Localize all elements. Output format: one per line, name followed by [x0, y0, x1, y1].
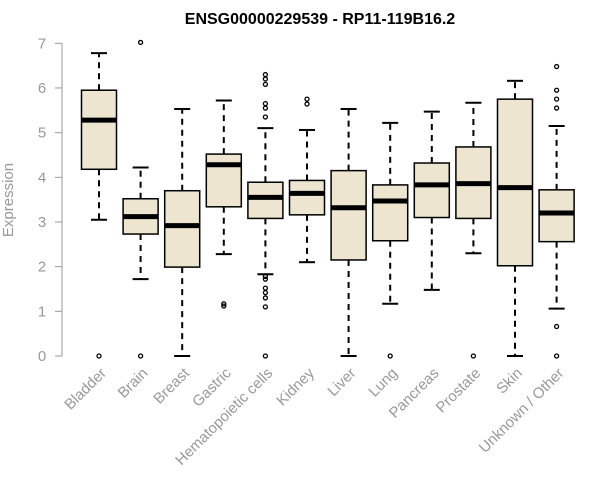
box-iqr: [538, 189, 575, 243]
outlier-point: [553, 323, 560, 330]
outlier-point: [262, 71, 269, 78]
outlier-point: [262, 114, 269, 120]
y-tick-label: 6: [38, 80, 46, 97]
outlier-point: [262, 276, 269, 282]
box-gastric: [205, 99, 243, 309]
outlier-point: [553, 96, 560, 102]
outlier-point: [304, 101, 310, 107]
box-iqr: [288, 179, 326, 216]
box-iqr: [247, 181, 284, 220]
x-tick-label: Breast: [150, 364, 193, 407]
box-unknown-other: [538, 63, 575, 359]
box-lung: [371, 121, 409, 359]
box-iqr: [205, 153, 243, 208]
outlier-point: [470, 353, 477, 359]
x-tick-label: Lung: [365, 365, 401, 401]
x-tick-label: Prostate: [433, 365, 485, 417]
chart-title: ENSG00000229539 - RP11-119B16.2: [185, 11, 456, 28]
outlier-point: [96, 353, 102, 359]
y-tick-label: 3: [38, 214, 46, 231]
outlier-point: [387, 353, 393, 359]
box-pancreas: [413, 110, 451, 291]
box-iqr: [413, 162, 451, 219]
box-iqr: [496, 98, 534, 267]
outlier-point: [553, 63, 560, 70]
box-iqr: [80, 89, 118, 171]
box-liver: [330, 107, 367, 357]
boxes-group: [80, 39, 575, 359]
box-prostate: [455, 101, 492, 359]
outlier-point: [137, 353, 144, 359]
box-bladder: [80, 52, 118, 359]
outlier-point: [262, 81, 269, 88]
y-tick-label: 2: [38, 259, 46, 276]
outlier-point: [262, 76, 269, 82]
outlier-point: [262, 295, 269, 301]
box-breast: [163, 107, 201, 357]
outlier-point: [221, 303, 227, 309]
outlier-point: [262, 304, 269, 310]
outlier-point: [262, 273, 269, 280]
outlier-point: [137, 39, 144, 46]
outlier-point: [553, 353, 560, 359]
y-tick-label: 7: [38, 35, 46, 52]
y-tick-label: 4: [38, 169, 46, 186]
x-tick-label: Skin: [493, 365, 526, 398]
box-iqr: [371, 184, 409, 242]
box-iqr: [330, 169, 367, 261]
x-tick-label: Liver: [324, 365, 359, 400]
x-tick-label: Brain: [115, 365, 152, 402]
outlier-point: [221, 301, 227, 307]
outlier-point: [262, 353, 269, 359]
outlier-point: [262, 100, 269, 107]
y-tick-label: 5: [38, 125, 46, 142]
y-axis: 0 1 2 3 4 5 6 7: [38, 35, 63, 365]
outlier-point: [304, 96, 310, 102]
x-tick-label: Kidney: [273, 364, 318, 409]
outlier-point: [553, 105, 560, 111]
outlier-point: [262, 105, 269, 111]
box-skin: [496, 79, 534, 357]
y-tick-label: 0: [38, 348, 46, 365]
x-tick-label: Bladder: [61, 365, 110, 414]
y-tick-label: 1: [38, 303, 46, 320]
outlier-point: [553, 87, 560, 93]
y-axis-label: Expression: [0, 163, 17, 237]
box-brain: [122, 39, 159, 359]
outlier-point: [262, 285, 269, 291]
box-hematopoietic-cells: [247, 71, 284, 359]
outlier-point: [262, 289, 269, 296]
box-kidney: [288, 96, 326, 264]
box-iqr: [163, 189, 201, 268]
